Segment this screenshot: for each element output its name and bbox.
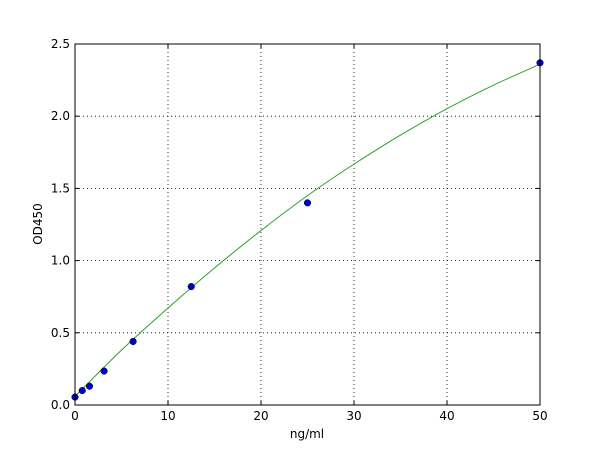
x-tick-label: 50 <box>532 409 547 423</box>
data-point <box>100 367 108 375</box>
data-points <box>71 59 544 401</box>
data-point <box>85 382 94 390</box>
plot-frame <box>74 43 541 406</box>
x-tick-label: 0 <box>71 409 79 423</box>
y-tick-label: 0.0 <box>51 398 70 412</box>
x-axis-label: ng/ml <box>290 427 324 441</box>
y-tick-label: 2.5 <box>51 37 70 51</box>
fit-curve <box>74 63 541 397</box>
y-tick-label: 0.5 <box>51 326 70 340</box>
data-point <box>129 337 137 346</box>
ticks: 0 10 20 30 40 50 0.0 0.5 1.0 1.5 2.0 2.5 <box>51 37 548 423</box>
x-tick-label: 10 <box>160 409 175 423</box>
fit-curve-group <box>74 63 541 397</box>
grid <box>75 44 540 405</box>
data-point <box>303 199 312 207</box>
x-tick-label: 40 <box>439 409 454 423</box>
y-tick-label: 1.5 <box>51 181 70 195</box>
y-tick-label: 2.0 <box>51 109 70 123</box>
y-tick-label: 1.0 <box>51 254 70 268</box>
x-tick-label: 20 <box>253 409 268 423</box>
y-axis-label: OD450 <box>31 203 45 245</box>
data-point <box>78 387 86 395</box>
x-tick-label: 30 <box>346 409 361 423</box>
data-point <box>187 283 195 291</box>
